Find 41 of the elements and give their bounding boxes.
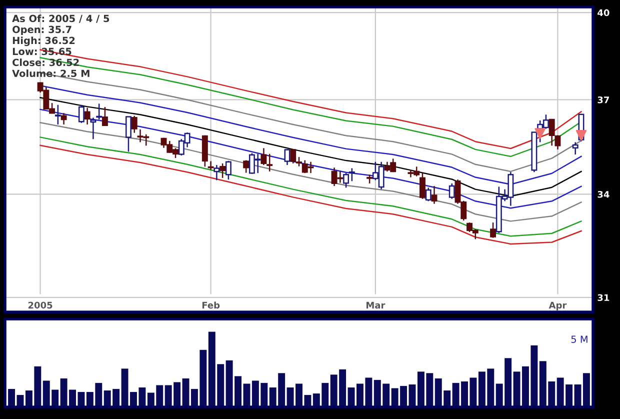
candlestick [348, 168, 355, 182]
candlestick [572, 142, 578, 156]
candlestick [260, 148, 267, 166]
candlestick [448, 182, 455, 200]
candlestick [220, 162, 226, 179]
x-tick-label: Feb [202, 302, 220, 309]
x-tick-label: Mar [366, 302, 386, 309]
y-tick-label: 34 [598, 190, 610, 198]
candlestick [54, 104, 61, 126]
line-series [40, 96, 582, 197]
candlestick [84, 107, 90, 126]
x-tick-label: 2005 [28, 302, 52, 309]
candlestick [90, 117, 96, 140]
y-tick-label: 31 [598, 294, 610, 302]
candlestick [284, 148, 290, 166]
candlestick [425, 187, 432, 202]
candlestick [60, 112, 67, 126]
candlestick [243, 160, 250, 174]
annotation: High: 36.52 [12, 36, 75, 46]
candlestick [96, 103, 102, 120]
annotation: Volume: 2.5 M [12, 70, 90, 78]
candlestick [126, 116, 132, 152]
x-tick-label: Apr [548, 302, 567, 310]
candlestick [225, 160, 232, 180]
candlestick [102, 106, 108, 127]
line-series [40, 122, 582, 222]
candlestick [490, 222, 496, 238]
line-series [40, 108, 582, 209]
candlestick [131, 115, 138, 134]
candlestick [420, 172, 426, 200]
candlestick [78, 104, 84, 124]
annotation: 5 M [571, 336, 588, 343]
y-tick-label: 37 [598, 96, 610, 104]
y-tick-label: 40 [598, 9, 610, 16]
candlestick [208, 160, 214, 170]
annotation: As Of: 2005 / 4 / 5 [12, 14, 110, 23]
candlestick [343, 172, 350, 188]
candlestick [266, 153, 273, 172]
candlestick [214, 164, 220, 181]
annotation: Open: 35.7 [12, 26, 72, 36]
candlestick [431, 185, 438, 204]
